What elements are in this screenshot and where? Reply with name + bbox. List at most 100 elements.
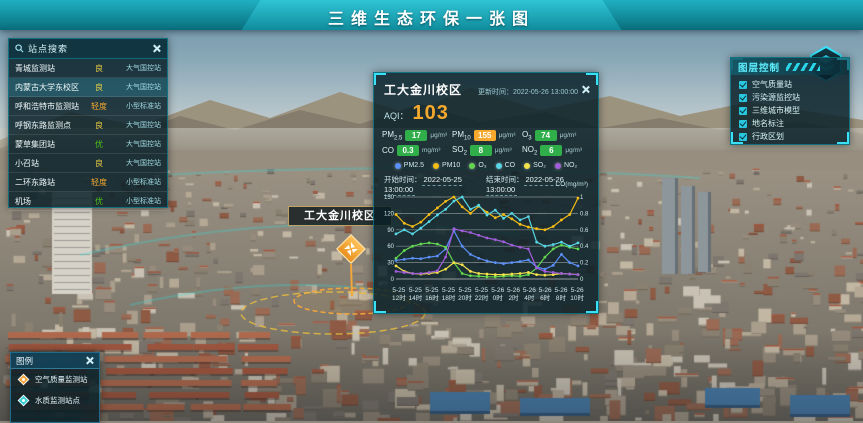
pollutant-item: O3 74 μg/m³ bbox=[522, 130, 590, 142]
pollutant-unit: μg/m³ bbox=[559, 132, 577, 140]
pollutant-value-badge: 0.3 bbox=[397, 144, 419, 156]
pollutant-value-badge: 17 bbox=[405, 130, 428, 142]
start-time-input[interactable]: 2022-05-25 13:00:00 bbox=[384, 175, 462, 197]
station-panel-header: 站点搜索 bbox=[9, 39, 167, 59]
pollutant-value-badge: 155 bbox=[473, 130, 496, 142]
checkbox-checked-icon[interactable] bbox=[739, 93, 747, 102]
pollutant-name: PM10 bbox=[452, 130, 471, 142]
diamond-marker-icon bbox=[17, 373, 30, 386]
legend-dot bbox=[469, 162, 476, 169]
close-icon[interactable] bbox=[581, 85, 590, 94]
update-time-label: 更新时间： bbox=[478, 89, 513, 96]
pollutant-item: NO2 6 μg/m³ bbox=[522, 145, 590, 157]
layer-label: 污染源监控站 bbox=[752, 93, 800, 102]
pollutant-value-badge: 6 bbox=[540, 144, 563, 156]
x-tick-label: 5-25 22时 bbox=[474, 287, 489, 303]
station-row[interactable]: 小召站 良 大气国控站 bbox=[9, 154, 167, 173]
station-name: 内蒙古大学东校区 bbox=[15, 82, 79, 92]
station-row[interactable]: 机场 优 小型标准站 bbox=[9, 192, 167, 211]
chart-legend: PM2.5 PM10 O₃ CO SO₂ NO₂ bbox=[374, 158, 598, 171]
station-aqi-grade: 优 bbox=[95, 196, 103, 206]
legend-item[interactable]: CO bbox=[495, 162, 516, 170]
station-aqi-grade: 良 bbox=[95, 63, 103, 73]
legend-item[interactable]: SO₂ bbox=[524, 162, 546, 169]
layer-item[interactable]: 三维城市模型 bbox=[731, 104, 849, 117]
station-rows: 青城监测站 良 大气国控站 内蒙古大学东校区 良 大气国控站 呼和浩特市监测站 … bbox=[9, 59, 167, 211]
header-center-shape bbox=[241, 0, 622, 30]
pollutant-unit: μg/m³ bbox=[498, 132, 516, 140]
station-name: 二环东路站 bbox=[15, 177, 55, 187]
station-row[interactable]: 呼钢东路监测点 良 大气国控站 bbox=[9, 116, 167, 135]
vignette bbox=[0, 331, 863, 421]
pollutant-trend-chart: 0 30 60 90 120 150 0 0.2 0.4 0.6 0.8 1 5-25 12时 5-25 1… bbox=[382, 191, 590, 307]
station-row[interactable]: 蒙草集团站 优 大气国控站 bbox=[9, 135, 167, 154]
station-type: 小型标准站 bbox=[126, 179, 161, 186]
station-aqi-grade: 良 bbox=[95, 82, 103, 92]
x-tick-label: 5-25 20时 bbox=[458, 287, 472, 303]
x-tick-label: 5-25 16时 bbox=[425, 287, 439, 303]
svg-text:60: 60 bbox=[387, 244, 394, 250]
chart-canvas: 0 30 60 90 120 150 0 0.2 0.4 0.6 0.8 1 bbox=[384, 195, 589, 283]
checkbox-checked-icon[interactable] bbox=[739, 119, 747, 128]
station-aqi-grade: 轻度 bbox=[91, 177, 107, 187]
end-time-input[interactable]: 2022-05-26 13:00:00 bbox=[486, 175, 564, 197]
legend-item[interactable]: NO₂ bbox=[554, 162, 577, 169]
station-type: 大气国控站 bbox=[126, 122, 161, 129]
search-icon bbox=[15, 44, 24, 53]
legend-label: PM2.5 bbox=[403, 162, 425, 170]
legend-panel-title: 图例 bbox=[16, 355, 34, 366]
station-type: 小型标准站 bbox=[126, 103, 161, 110]
pollutant-unit: μg/m³ bbox=[565, 146, 583, 154]
checkbox-checked-icon[interactable] bbox=[739, 132, 747, 141]
pollutant-item: SO2 8 μg/m³ bbox=[452, 145, 520, 157]
station-list-panel: 站点搜索 青城监测站 良 大气国控站 内蒙古大学东校区 良 大气国控站 呼和浩特… bbox=[8, 38, 168, 211]
legend-dot bbox=[554, 162, 561, 169]
header-stripes bbox=[786, 62, 821, 71]
svg-text:0.8: 0.8 bbox=[580, 211, 589, 217]
layer-item[interactable]: 污染源监控站 bbox=[731, 91, 849, 104]
detail-header: 工大金川校区 更新时间：2022-05-26 13:00:00 bbox=[374, 73, 598, 100]
layer-panel-title: 图层控制 bbox=[738, 62, 781, 74]
layer-item[interactable]: 行政区划 bbox=[731, 130, 849, 143]
station-type: 大气国控站 bbox=[126, 65, 161, 72]
layer-control-panel: 图层控制 空气质量站 污染源监控站 三维城市模型 地名标注 行政区划 bbox=[730, 57, 850, 145]
svg-text:0.6: 0.6 bbox=[580, 228, 589, 234]
station-row[interactable]: 青城监测站 良 大气国控站 bbox=[9, 59, 167, 78]
layer-item[interactable]: 空气质量站 bbox=[731, 78, 849, 91]
station-marker-icon[interactable] bbox=[334, 232, 368, 266]
station-row[interactable]: 呼和浩特市监测站 轻度 小型标准站 bbox=[9, 97, 167, 116]
station-type: 大气国控站 bbox=[126, 141, 161, 148]
station-name: 小召站 bbox=[15, 158, 39, 168]
pollutant-name: O3 bbox=[522, 130, 532, 142]
svg-text:0.2: 0.2 bbox=[580, 261, 589, 267]
legend-item[interactable]: PM10 bbox=[433, 162, 460, 169]
detail-title: 工大金川校区 bbox=[384, 83, 463, 97]
map-legend-item: 水质监测站点 bbox=[11, 390, 99, 411]
x-tick-label: 5-26 2时 bbox=[507, 287, 521, 303]
station-name: 机场 bbox=[15, 196, 31, 206]
pollutant-unit: mg/m³ bbox=[422, 146, 441, 154]
x-tick-label: 5-25 14时 bbox=[408, 287, 423, 303]
checkbox-checked-icon[interactable] bbox=[739, 106, 747, 115]
station-type: 大气国控站 bbox=[126, 160, 161, 167]
legend-dot bbox=[524, 162, 531, 169]
checkbox-checked-icon[interactable] bbox=[739, 80, 747, 89]
station-aqi-grade: 优 bbox=[95, 139, 103, 149]
layer-item[interactable]: 地名标注 bbox=[731, 117, 849, 130]
x-tick-label: 5-26 8时 bbox=[554, 287, 568, 303]
station-row[interactable]: 内蒙古大学东校区 良 大气国控站 bbox=[9, 78, 167, 97]
close-icon[interactable] bbox=[85, 356, 94, 365]
aqi-detail-panel: 工大金川校区 更新时间：2022-05-26 13:00:00 AQI： 103… bbox=[373, 72, 599, 314]
map-legend-label: 空气质量监测站 bbox=[35, 375, 88, 384]
svg-text:90: 90 bbox=[387, 228, 394, 234]
station-row[interactable]: 二环东路站 轻度 小型标准站 bbox=[9, 173, 167, 192]
legend-item[interactable]: O₃ bbox=[469, 162, 487, 169]
pollutant-name: PM2.5 bbox=[382, 130, 403, 142]
chart-x-labels: 5-25 12时 5-25 14时 5-25 16时 5-25 18时 5-25 20时 5-25 2… bbox=[392, 287, 584, 303]
legend-item[interactable]: PM2.5 bbox=[394, 162, 425, 170]
legend-label: CO bbox=[504, 162, 516, 170]
legend-dot bbox=[394, 162, 401, 169]
map-legend-panel: 图例 空气质量监测站 水质监测站点 bbox=[10, 352, 100, 423]
close-icon[interactable] bbox=[152, 44, 161, 53]
